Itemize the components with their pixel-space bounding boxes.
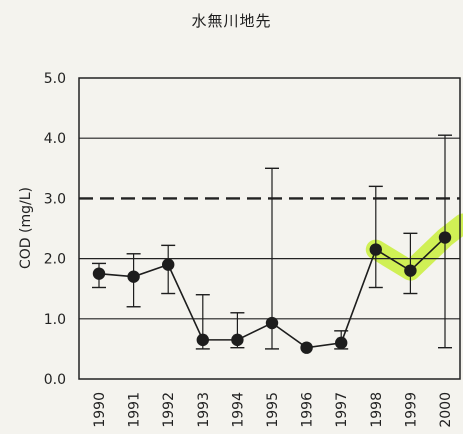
highlight-stroke xyxy=(365,213,463,281)
y-tick-label: 0.0 xyxy=(44,372,66,388)
x-tick-labels: 1990 1991 1992 1993 1994 1995 1996 1997 1998 1999… xyxy=(92,392,454,428)
grid-layer xyxy=(78,77,461,380)
data-point xyxy=(438,231,452,244)
x-tick-label: 1994 xyxy=(230,392,246,428)
x-tick-label: 1995 xyxy=(265,392,281,428)
data-point xyxy=(162,258,175,271)
y-tick-label: 2.0 xyxy=(44,252,66,268)
data-point xyxy=(92,267,106,280)
x-tick-label: 1997 xyxy=(334,392,350,428)
chart-title: 水無川地先 xyxy=(191,12,272,30)
x-tick-label: 1990 xyxy=(92,392,108,428)
y-tick-label: 1.0 xyxy=(44,312,66,328)
x-tick-label: 1991 xyxy=(127,392,143,428)
y-axis-title: COD (mg/L) xyxy=(18,187,34,269)
highlight-layer xyxy=(365,213,463,281)
data-point xyxy=(404,264,417,277)
x-tick-label: 1999 xyxy=(403,392,419,428)
data-point xyxy=(196,333,209,347)
data-points-layer xyxy=(92,231,452,354)
data-point xyxy=(127,270,140,283)
data-point xyxy=(335,336,348,350)
y-tick-labels: 0.0 1.0 2.0 3.0 4.0 5.0 xyxy=(44,71,66,388)
x-tick-label: 1998 xyxy=(369,392,385,428)
y-tick-label: 3.0 xyxy=(44,191,66,207)
x-tick-label: 1996 xyxy=(300,392,316,428)
y-tick-label: 4.0 xyxy=(44,131,66,147)
x-tick-label: 1992 xyxy=(161,392,177,428)
data-point xyxy=(231,333,244,347)
x-tick-label: 1993 xyxy=(196,392,212,428)
data-point xyxy=(265,316,279,330)
data-point xyxy=(300,341,313,354)
x-tick-label: 2000 xyxy=(438,392,454,428)
data-point xyxy=(369,243,382,256)
y-tick-label: 5.0 xyxy=(44,71,66,87)
plot-frame xyxy=(78,77,461,380)
